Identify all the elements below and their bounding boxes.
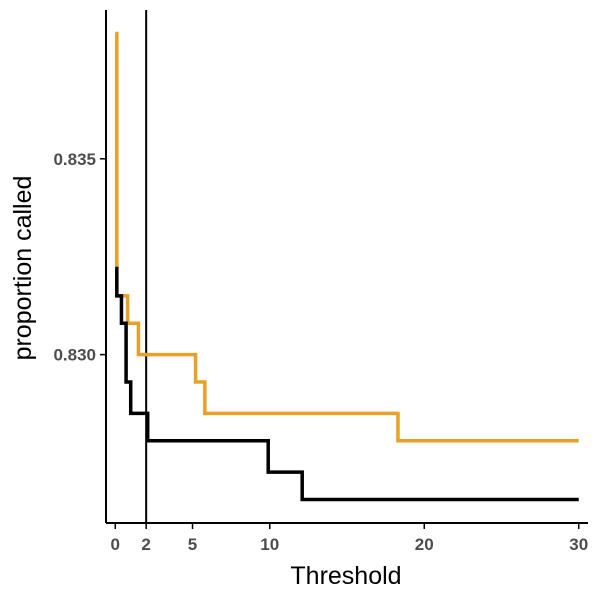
series-line-1	[115, 31, 579, 443]
x-tick-label: 5	[188, 535, 197, 554]
x-tick-group: 0 2 5 10 20 30	[111, 523, 588, 554]
x-axis-title: Threshold	[290, 562, 401, 590]
x-tick-label: 0	[111, 535, 120, 554]
series-line-2	[115, 266, 579, 502]
x-tick-label: 10	[260, 535, 279, 554]
y-tick-label: 0.835	[53, 150, 96, 169]
x-tick-label: 30	[569, 535, 588, 554]
y-tick-label: 0.830	[53, 346, 96, 365]
x-tick-label: 20	[415, 535, 434, 554]
y-tick-group: 0.830 0.835	[53, 150, 106, 365]
series-layer	[115, 10, 579, 523]
axes-layer	[105, 10, 588, 524]
y-axis-title: proportion called	[9, 176, 37, 361]
x-tick-label: 2	[141, 535, 150, 554]
